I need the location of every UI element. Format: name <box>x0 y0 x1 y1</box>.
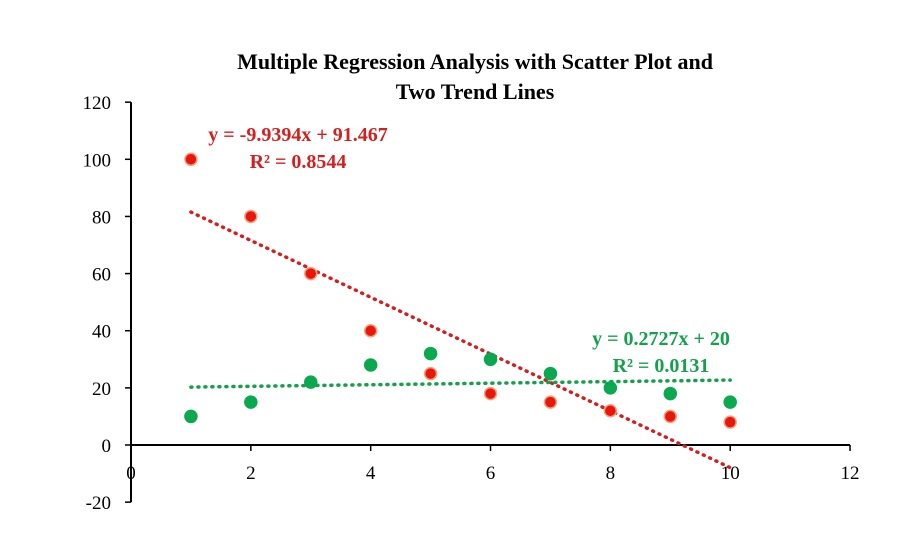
green-data-point <box>603 381 618 395</box>
red-trend-equation: y = -9.9394x + 91.467 <box>208 124 387 146</box>
red-data-point <box>483 386 498 401</box>
green-trend-equation: y = 0.2727x + 20 <box>592 328 730 350</box>
green-data-point <box>304 375 318 389</box>
trendline-labels: y = -9.9394x + 91.467 R² = 0.8544 y = 0.… <box>208 124 730 377</box>
x-tick-label: 0 <box>126 463 136 484</box>
red-data-point <box>423 366 438 381</box>
trendlines <box>189 210 732 470</box>
x-tick-label: 8 <box>606 463 616 484</box>
green-data-point <box>483 352 498 367</box>
green-trend-r2: R² = 0.0131 <box>613 355 710 377</box>
red-data-point <box>663 409 678 424</box>
red-data-point <box>244 209 258 224</box>
y-tick-label: 120 <box>83 93 112 114</box>
red-data-point <box>543 395 558 409</box>
y-tick-label: 80 <box>92 207 111 228</box>
red-trend-r2: R² = 0.8544 <box>250 151 347 173</box>
data-points <box>184 152 737 429</box>
chart-title-line-1: Multiple Regression Analysis with Scatte… <box>237 49 713 74</box>
green-data-point <box>663 386 678 401</box>
x-tick-label: 10 <box>721 463 740 484</box>
green-data-point <box>244 395 258 409</box>
chart-title: Multiple Regression Analysis with Scatte… <box>237 49 713 104</box>
green-data-point <box>543 366 558 381</box>
green-trendline <box>189 378 732 389</box>
red-data-point <box>304 266 318 281</box>
red-data-point <box>184 152 198 167</box>
axes: -20 0 20 40 60 80 100 120 0 2 4 6 8 10 12 <box>83 93 860 514</box>
green-data-point <box>723 395 737 409</box>
y-tick-label: 20 <box>92 379 111 400</box>
y-tick-label: 100 <box>83 150 112 171</box>
y-tick-label: -20 <box>86 493 111 514</box>
green-data-point <box>423 346 438 361</box>
chart-title-line-2: Two Trend Lines <box>396 79 555 104</box>
red-data-point <box>723 415 737 429</box>
y-tick-label: 60 <box>92 265 111 286</box>
y-tick-label: 0 <box>102 436 112 457</box>
x-tick-label: 12 <box>841 463 860 484</box>
red-trendline <box>189 210 732 470</box>
red-data-point <box>603 403 618 418</box>
x-tick-label: 6 <box>486 463 496 484</box>
x-tick-label: 2 <box>246 463 256 484</box>
green-data-point <box>363 358 378 372</box>
red-data-point <box>363 323 378 338</box>
y-tick-label: 40 <box>92 322 111 343</box>
green-data-point <box>184 409 198 424</box>
x-tick-label: 4 <box>366 463 376 484</box>
